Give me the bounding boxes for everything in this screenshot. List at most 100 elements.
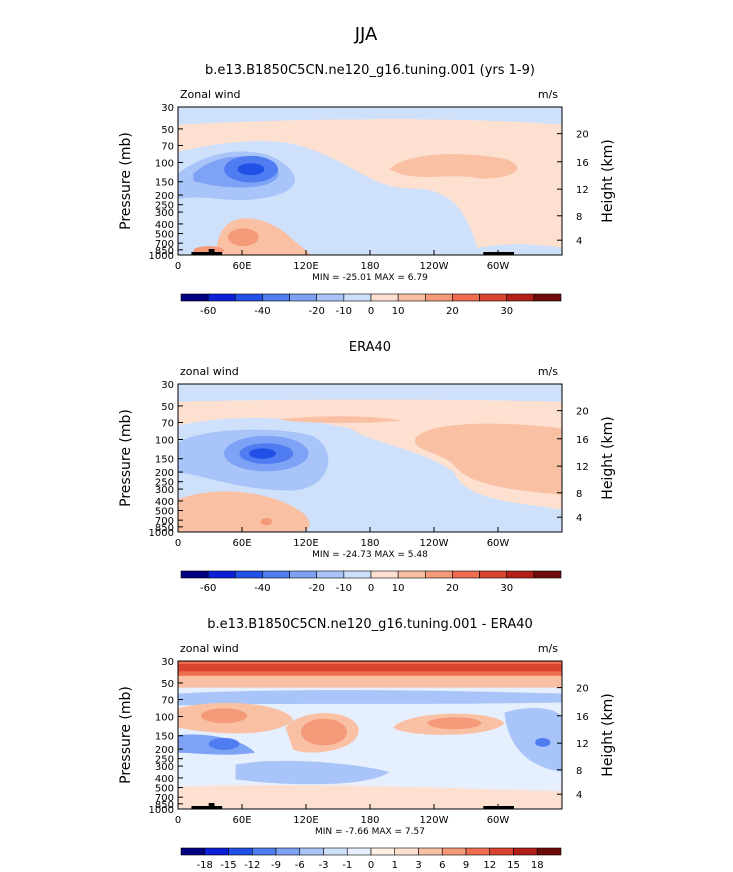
units-label: m/s xyxy=(538,642,558,655)
colorbar-label: 20 xyxy=(446,583,459,594)
y-tick-label: 250 xyxy=(155,755,174,766)
contour-fill xyxy=(178,491,310,532)
y-axis-label: Pressure (mb) xyxy=(118,686,134,784)
contour-fill xyxy=(249,448,276,459)
contour-field xyxy=(178,107,562,255)
contour-fill xyxy=(178,690,562,706)
panel-title: b.e13.B1850C5CN.ne120_g16.tuning.001 - E… xyxy=(207,617,533,632)
colorbar-swatch xyxy=(536,847,562,856)
colorbar-swatch xyxy=(204,847,229,856)
colorbar-swatch xyxy=(180,293,209,302)
colorbar-swatch xyxy=(533,570,562,579)
colorbar-swatch xyxy=(251,847,277,856)
contour-fill xyxy=(235,760,390,785)
x-tick-label: 180 xyxy=(360,538,379,549)
colorbar-swatch xyxy=(424,293,453,302)
y-tick-label: 700 xyxy=(155,516,174,527)
colorbar-label: 30 xyxy=(500,583,513,594)
y2-tick-label: 8 xyxy=(576,212,582,223)
colorbar-label: -20 xyxy=(309,306,325,317)
colorbar-swatch xyxy=(465,847,491,856)
colorbar-swatch xyxy=(275,847,301,856)
variable-label: zonal wind xyxy=(180,365,239,378)
minmax-label: MIN = -25.01 MAX = 6.79 xyxy=(312,273,428,283)
colorbar-label: 1 xyxy=(392,860,398,871)
y2-tick-label: 16 xyxy=(576,712,589,723)
x-tick-label: 120E xyxy=(293,261,318,272)
y-tick-label: 500 xyxy=(155,230,174,241)
y-tick-label: 200 xyxy=(155,191,174,202)
variable-label: Zonal wind xyxy=(180,88,241,101)
contour-fill xyxy=(178,784,562,809)
colorbar-label: 12 xyxy=(483,860,496,871)
y2-tick-label: 4 xyxy=(576,236,582,247)
y-tick-label: 30 xyxy=(161,380,174,391)
colorbar-label: 18 xyxy=(531,860,544,871)
y-tick-label: 100 xyxy=(155,713,174,724)
y-tick-label: 1000 xyxy=(149,805,174,816)
colorbar-label: 10 xyxy=(392,583,405,594)
colorbar-label: 15 xyxy=(507,860,520,871)
colorbar-label: -40 xyxy=(254,583,270,594)
x-tick-label: 180 xyxy=(360,815,379,826)
y-tick-label: 700 xyxy=(155,239,174,250)
colorbar-swatch xyxy=(289,570,318,579)
y-tick-label: 30 xyxy=(161,103,174,114)
colorbar-swatch xyxy=(234,570,263,579)
colorbar-swatch xyxy=(441,847,467,856)
contour-fill xyxy=(389,154,518,179)
colorbar-swatch xyxy=(234,293,263,302)
y-tick-label: 200 xyxy=(155,745,174,756)
colorbar-label: -6 xyxy=(295,860,305,871)
colorbar-swatch xyxy=(424,570,453,579)
y2-tick-label: 16 xyxy=(576,158,589,169)
y-tick-label: 850 xyxy=(155,523,174,534)
colorbar-swatch xyxy=(513,847,538,856)
y-tick-label: 200 xyxy=(155,468,174,479)
colorbar-swatch xyxy=(180,570,209,579)
y2-axis-label: Height (km) xyxy=(600,416,616,499)
colorbar-label: -40 xyxy=(254,306,270,317)
y-tick-label: 50 xyxy=(161,125,174,136)
y-tick-label: 150 xyxy=(155,732,174,743)
x-tick-label: 120E xyxy=(293,815,318,826)
topography-mask xyxy=(191,806,223,809)
y-tick-label: 70 xyxy=(161,141,174,152)
colorbar-label: 30 xyxy=(500,306,513,317)
y-tick-label: 150 xyxy=(155,178,174,189)
y2-tick-label: 16 xyxy=(576,435,589,446)
season-title: JJA xyxy=(354,24,378,45)
colorbar-label: 20 xyxy=(446,306,459,317)
colorbar-swatch xyxy=(370,570,399,579)
colorbar-label: -9 xyxy=(271,860,281,871)
contour-field xyxy=(178,384,562,532)
x-tick-label: 60E xyxy=(232,815,251,826)
topography-mask xyxy=(483,252,514,255)
x-tick-label: 120W xyxy=(420,538,449,549)
y-axis-label: Pressure (mb) xyxy=(118,409,134,507)
x-tick-label: 60W xyxy=(487,538,510,549)
colorbar-swatch xyxy=(452,570,480,579)
y-tick-label: 100 xyxy=(155,436,174,447)
y-tick-label: 1000 xyxy=(149,251,174,262)
colorbar-swatch xyxy=(397,570,426,579)
topography-mask xyxy=(208,803,215,809)
x-tick-label: 120W xyxy=(420,815,449,826)
x-tick-label: 60W xyxy=(487,261,510,272)
colorbar-swatch xyxy=(418,847,443,856)
topography-mask xyxy=(191,252,223,255)
colorbar-swatch xyxy=(262,293,290,302)
colorbar-swatch xyxy=(316,293,345,302)
colorbar-swatch xyxy=(506,293,535,302)
y-tick-label: 70 xyxy=(161,418,174,429)
colorbar-label: -60 xyxy=(200,583,216,594)
colorbar-label: 3 xyxy=(415,860,421,871)
y-tick-label: 50 xyxy=(161,679,174,690)
colorbar-swatch xyxy=(506,570,535,579)
y-tick-label: 30 xyxy=(161,657,174,668)
y-tick-label: 1000 xyxy=(149,528,174,539)
y-tick-label: 250 xyxy=(155,201,174,212)
colorbar-label: 10 xyxy=(392,306,405,317)
